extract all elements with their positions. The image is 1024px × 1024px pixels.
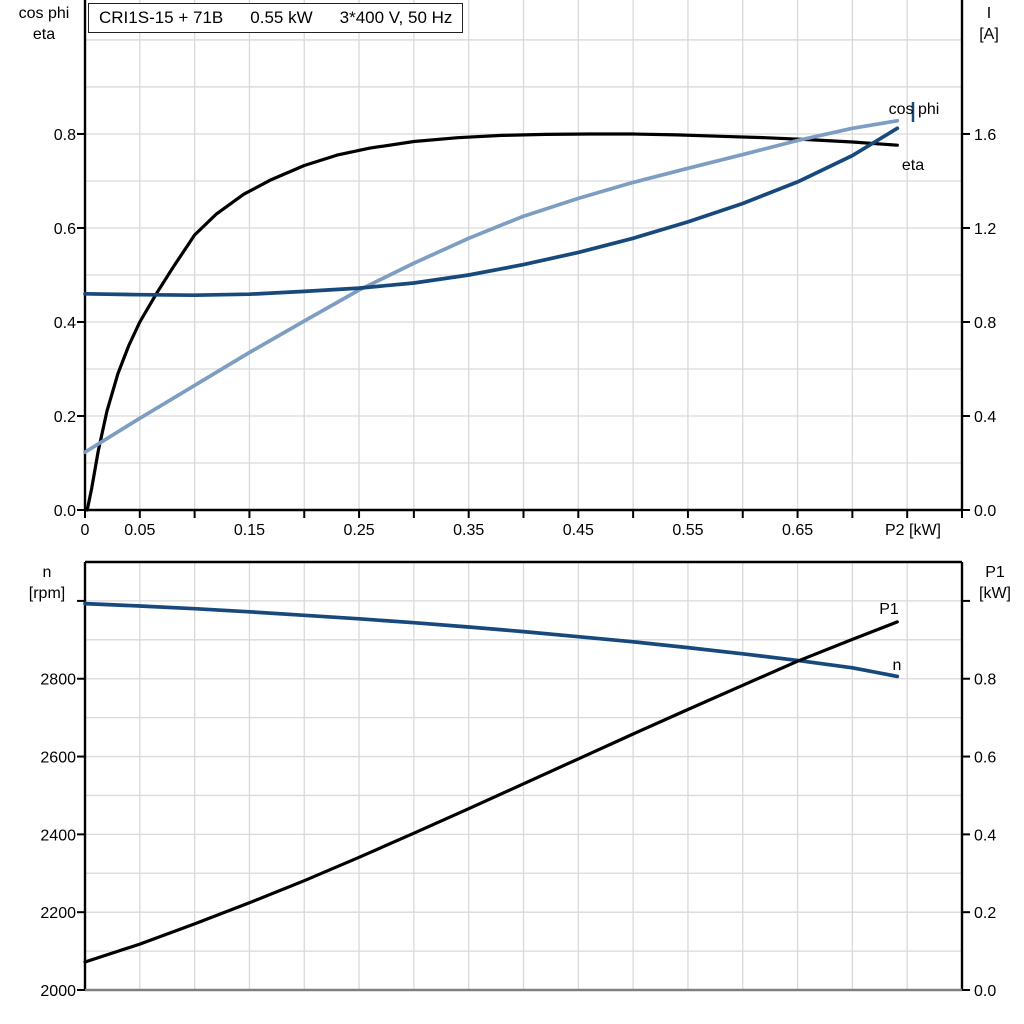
- right-tick-label: 0.4: [974, 827, 996, 844]
- right-tick-label: 0.6: [974, 750, 996, 767]
- x-tick-label: 0.45: [563, 522, 594, 539]
- left-tick-label: 2400: [40, 827, 76, 844]
- right-tick-label: 0.8: [974, 672, 996, 689]
- P1-curve-label: P1: [879, 601, 899, 618]
- right-tick-label: 0.0: [974, 503, 996, 520]
- cos-phi-curve: [83, 118, 900, 455]
- x-tick-label: 0: [81, 522, 90, 539]
- n-curve: [83, 601, 900, 679]
- eta-curve: [85, 132, 899, 512]
- left-tick-label: 2600: [40, 750, 76, 767]
- title-power-rating: 0.55 kW: [250, 8, 313, 27]
- bottom-left-axis-title: n [rpm]: [12, 562, 82, 604]
- right-tick-label: 1.6: [974, 127, 996, 144]
- right-tick-label: 0.8: [974, 315, 996, 332]
- title-pump-model: CRI1S-15 + 71B: [99, 8, 224, 27]
- x-tick-label: 0.65: [782, 522, 813, 539]
- top-left-axis-title: cos phi eta: [6, 3, 82, 45]
- left-tick-label: 0.8: [54, 127, 76, 144]
- top-right-axis-title: I [A]: [962, 3, 1016, 45]
- n-curve-label: n: [893, 657, 902, 674]
- speed-axis-label: n: [42, 564, 52, 581]
- right-tick-label: 0.2: [974, 905, 996, 922]
- left-tick-label: 0.6: [54, 221, 76, 238]
- ampere-unit-label: [A]: [979, 26, 999, 43]
- input-power-axis-label: P1: [985, 564, 1005, 581]
- x-tick-label: 0.25: [343, 522, 374, 539]
- I-curve: [83, 126, 900, 298]
- cos-phi-axis-label: cos phi: [18, 5, 70, 22]
- bottom-right-axis-title: P1 [kW]: [967, 562, 1023, 604]
- x-tick-label: 0.15: [234, 522, 265, 539]
- eta-curve-label: eta: [902, 157, 924, 174]
- left-tick-label: 0.2: [54, 409, 76, 426]
- left-tick-label: 2000: [40, 983, 76, 1000]
- x-tick-label: 0.05: [124, 522, 155, 539]
- rpm-unit-label: [rpm]: [28, 585, 66, 602]
- left-tick-label: 0.4: [54, 315, 76, 332]
- kw-unit-label: [kW]: [979, 585, 1011, 602]
- left-tick-label: 2200: [40, 905, 76, 922]
- right-tick-label: 0.4: [974, 409, 996, 426]
- P1-curve: [83, 620, 899, 964]
- x-tick-label: 0.35: [453, 522, 484, 539]
- title-voltage-frequency: 3*400 V, 50 Hz: [339, 8, 453, 27]
- right-tick-label: 1.2: [974, 221, 996, 238]
- cos-phi-curve-label: cos phi: [889, 101, 940, 118]
- left-tick-label: 2800: [40, 672, 76, 689]
- current-axis-label: I: [986, 5, 992, 22]
- x-tick-label: 0.55: [672, 522, 703, 539]
- eta-axis-label: eta: [32, 26, 56, 43]
- x-axis-unit-label: P2 [kW]: [885, 522, 941, 539]
- right-tick-label: 0.0: [974, 983, 996, 1000]
- chart-title-box: CRI1S-15 + 71B 0.55 kW 3*400 V, 50 Hz: [88, 3, 464, 33]
- left-tick-label: 0.0: [54, 503, 76, 520]
